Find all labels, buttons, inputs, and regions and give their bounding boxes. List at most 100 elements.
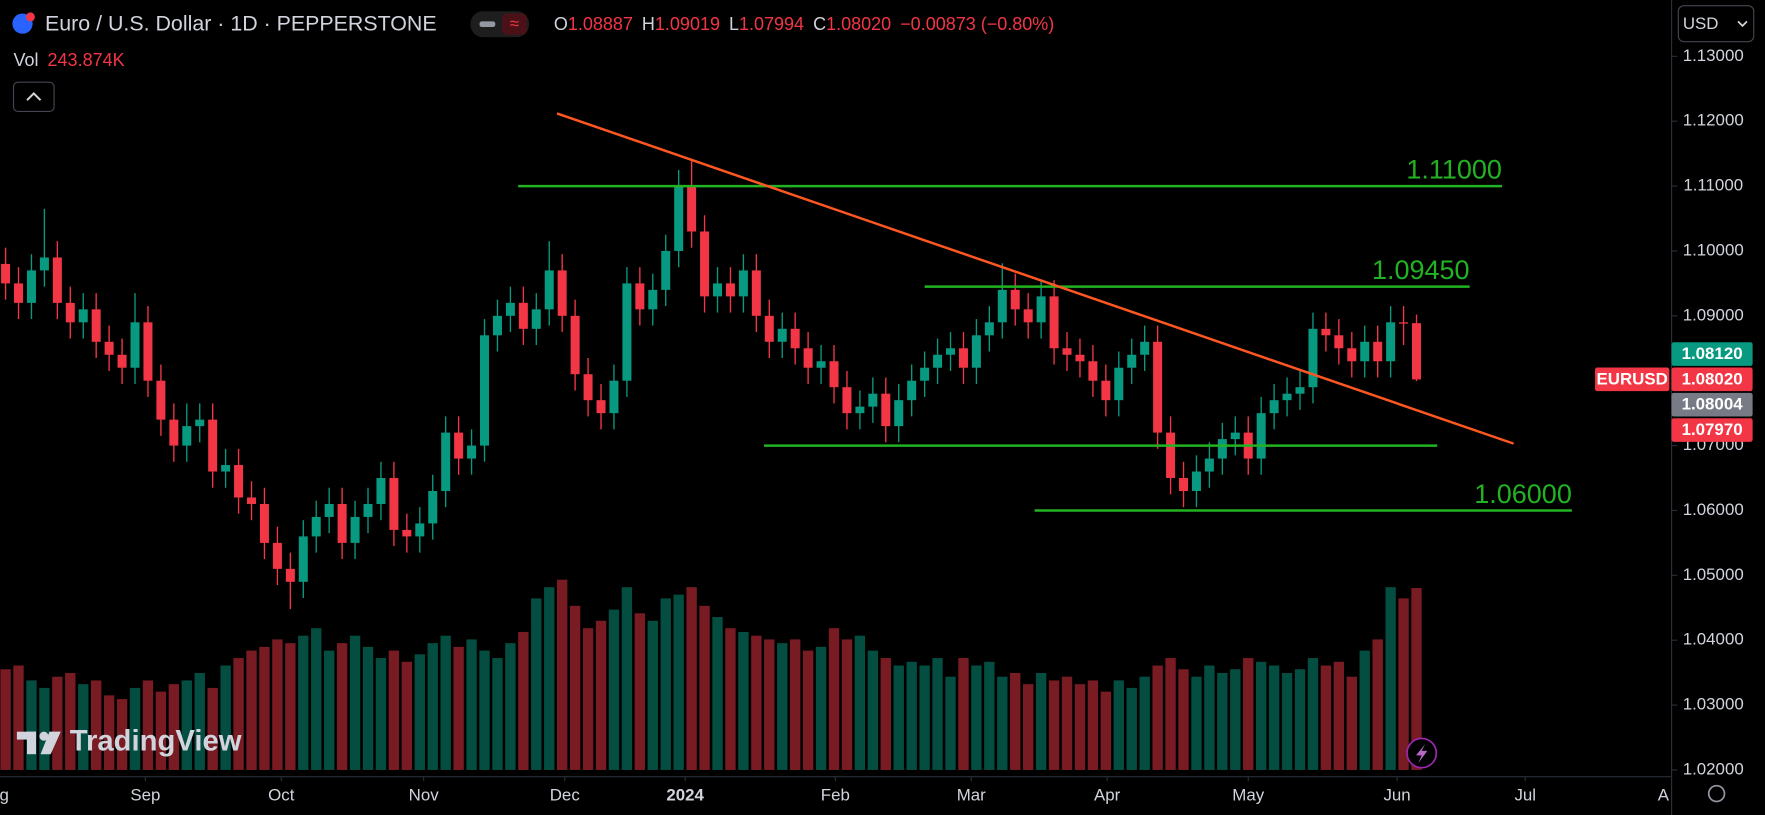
- x-tick-label: Feb: [821, 785, 850, 804]
- logo-mark: [16, 731, 37, 740]
- volume-bar: [1023, 684, 1034, 770]
- volume-bar: [375, 658, 387, 770]
- volume-bar: [129, 687, 141, 770]
- candle-body: [376, 478, 386, 504]
- candle-body: [1010, 289, 1020, 310]
- candle-body: [39, 257, 49, 271]
- symbol-title[interactable]: Euro / U.S. Dollar · 1D · PEPPERSTONE: [45, 11, 437, 35]
- candle-body: [1101, 380, 1111, 401]
- volume-bar: [1087, 680, 1099, 770]
- candle-body: [1412, 323, 1422, 380]
- logo-text: TradingView: [70, 726, 242, 758]
- logo-mark: [39, 731, 49, 741]
- volume-bar: [0, 669, 11, 770]
- candle-body: [480, 335, 490, 446]
- volume-bar: [634, 613, 646, 770]
- candle-body: [946, 348, 956, 355]
- y-tick-label: 1.04000: [1683, 630, 1744, 649]
- y-tick-label: 1.12000: [1683, 111, 1744, 130]
- volume-bar: [544, 587, 555, 770]
- candle-body: [907, 380, 917, 401]
- candle-body: [777, 328, 787, 342]
- volume-bar: [1100, 691, 1112, 770]
- volume-bar: [1048, 680, 1060, 770]
- candle-body: [26, 270, 36, 303]
- volume-bar: [90, 680, 102, 770]
- volume-bar: [621, 587, 633, 770]
- y-tick-label: 1.09000: [1683, 305, 1744, 324]
- candle-body: [1334, 335, 1344, 349]
- volume-bar: [802, 650, 814, 770]
- candle-body: [91, 309, 101, 342]
- candle-body: [454, 432, 464, 459]
- volume-bar: [388, 650, 400, 770]
- volume-bar: [531, 598, 542, 770]
- candle-body: [428, 490, 438, 524]
- volume-bar: [1256, 661, 1267, 770]
- volume-bar: [1346, 676, 1357, 770]
- volume-bar: [233, 658, 244, 770]
- candle-body: [1049, 296, 1059, 349]
- candle-body: [1153, 341, 1163, 433]
- level-label: 1.06000: [1474, 479, 1572, 509]
- price-tag-value: 1.08120: [1682, 344, 1743, 363]
- volume-bar: [1281, 672, 1293, 770]
- candle-body: [596, 400, 606, 414]
- candle-body: [505, 302, 515, 316]
- candle-body: [648, 289, 658, 310]
- volume-bar: [867, 650, 879, 770]
- y-tick-label: 1.06000: [1683, 500, 1744, 519]
- volume-bar: [26, 680, 37, 770]
- candle-body: [661, 250, 671, 290]
- candle-body: [1140, 341, 1150, 355]
- x-tick-label: Sep: [130, 785, 160, 804]
- volume-bar: [259, 646, 270, 770]
- candle-body: [803, 348, 813, 368]
- volume-bar: [893, 665, 904, 770]
- ohlc-label: L: [729, 14, 739, 34]
- volume-label: Vol: [14, 50, 39, 70]
- price-tags: 1.08120 1.08020 EURUSD 1.08004 1.07970: [1595, 342, 1753, 442]
- candle-body: [1114, 367, 1124, 401]
- currency-dropdown[interactable]: [1677, 5, 1755, 43]
- trend-line: [556, 112, 1515, 445]
- candle-body: [1088, 361, 1098, 381]
- volume-bar: [1010, 672, 1021, 770]
- candle-body: [143, 322, 153, 381]
- settings-button[interactable]: [1707, 784, 1726, 803]
- volume-bar: [207, 687, 218, 770]
- candle-body: [868, 393, 878, 407]
- x-tick-label: Aug: [1658, 785, 1688, 804]
- lightning-icon: [1416, 744, 1428, 764]
- candle-body: [104, 341, 114, 355]
- candle-body: [1191, 471, 1201, 491]
- volume-bar: [246, 650, 257, 770]
- volume-bar: [103, 695, 115, 770]
- candle-body: [738, 270, 748, 297]
- price-tag: [1671, 342, 1753, 366]
- candle-body: [234, 465, 244, 498]
- candle-body: [751, 270, 761, 316]
- candle-body: [311, 516, 321, 537]
- candle-body: [1075, 354, 1085, 362]
- candle-body: [544, 270, 554, 310]
- volume-bar: [984, 661, 995, 770]
- volume-bar: [1152, 665, 1163, 770]
- volume-bar: [738, 631, 749, 770]
- candle-body: [350, 516, 360, 543]
- candle-body: [272, 542, 282, 569]
- candle-body: [52, 257, 62, 303]
- volume-bar: [401, 661, 413, 770]
- candle-body: [1373, 341, 1383, 362]
- collapse-button[interactable]: [12, 81, 55, 113]
- volume-bar: [479, 650, 490, 770]
- candle-body: [363, 503, 373, 517]
- volume-bar: [1035, 672, 1047, 770]
- candle-body: [1166, 432, 1176, 479]
- candle-body: [156, 380, 166, 420]
- volume-bar: [1268, 665, 1280, 770]
- volume-bar: [841, 639, 853, 770]
- volume-bar: [790, 639, 801, 770]
- candle-body: [557, 270, 567, 316]
